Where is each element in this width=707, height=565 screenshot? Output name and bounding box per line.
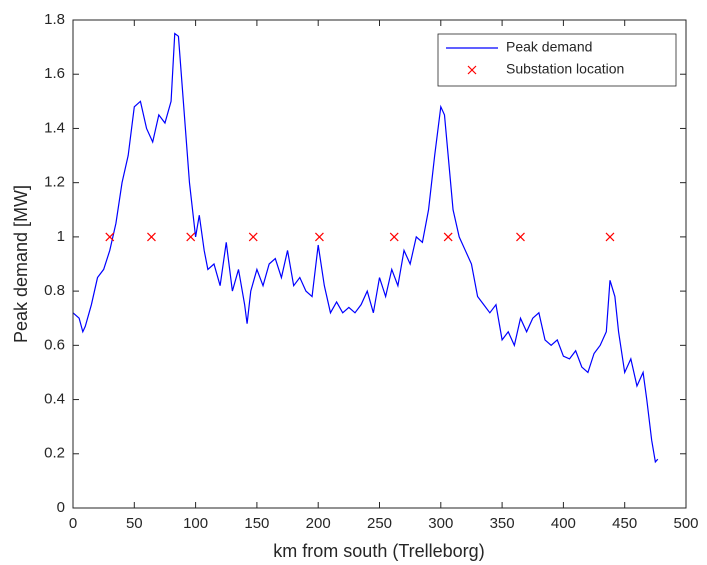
y-tick-label: 1.2 bbox=[44, 174, 65, 191]
marker-stroke bbox=[443, 232, 453, 242]
substation-marker bbox=[186, 232, 196, 242]
y-tick-label: 1.4 bbox=[44, 119, 65, 136]
y-tick-label: 0.4 bbox=[44, 391, 65, 408]
substation-marker bbox=[147, 232, 156, 242]
y-axis-label: Peak demand [MW] bbox=[11, 185, 31, 343]
x-tick-label: 500 bbox=[673, 515, 698, 532]
x-tick-label: 0 bbox=[69, 515, 77, 532]
legend-text: Peak demand bbox=[506, 39, 592, 55]
marker-stroke bbox=[186, 232, 196, 242]
x-tick-label: 450 bbox=[612, 515, 637, 532]
x-tick-label: 50 bbox=[126, 515, 143, 532]
substation-marker bbox=[516, 232, 525, 242]
x-tick-label: 150 bbox=[244, 515, 269, 532]
marker-stroke bbox=[605, 232, 615, 242]
substation-marker bbox=[443, 232, 453, 242]
substation-marker bbox=[248, 232, 258, 242]
substation-marker bbox=[315, 232, 324, 242]
x-tick-label: 300 bbox=[428, 515, 453, 532]
legend-swatch bbox=[467, 65, 477, 75]
marker-stroke bbox=[389, 232, 399, 242]
plot-frame bbox=[72, 19, 687, 509]
substation-marker bbox=[389, 232, 399, 242]
y-tick-label: 1.8 bbox=[44, 11, 65, 28]
marker-stroke bbox=[315, 232, 324, 242]
x-axis-label: km from south (Trelleborg) bbox=[273, 541, 484, 561]
y-tick-label: 0.2 bbox=[44, 445, 65, 462]
y-tick-label: 1.6 bbox=[44, 65, 65, 82]
x-tick-label: 350 bbox=[490, 515, 515, 532]
legend-box bbox=[437, 33, 677, 87]
substation-marker bbox=[105, 232, 115, 242]
x-tick-label: 200 bbox=[306, 515, 331, 532]
legend-text: Substation location bbox=[506, 61, 624, 77]
demand-line bbox=[72, 32, 659, 464]
marker-stroke bbox=[105, 232, 115, 242]
x-tick-label: 250 bbox=[367, 515, 392, 532]
y-tick-label: 0.6 bbox=[44, 336, 65, 353]
legend: Peak demand Substation location bbox=[437, 33, 677, 87]
marker-stroke bbox=[147, 232, 156, 242]
marker-stroke bbox=[467, 65, 477, 75]
marker-stroke bbox=[516, 232, 525, 242]
x-tick-label: 100 bbox=[183, 515, 208, 532]
y-tick-label: 0.8 bbox=[44, 282, 65, 299]
y-tick-label: 0 bbox=[57, 499, 65, 516]
y-tick-label: 1 bbox=[57, 228, 65, 245]
x-tick-label: 400 bbox=[551, 515, 576, 532]
marker-stroke bbox=[248, 232, 258, 242]
substation-marker bbox=[605, 232, 615, 242]
